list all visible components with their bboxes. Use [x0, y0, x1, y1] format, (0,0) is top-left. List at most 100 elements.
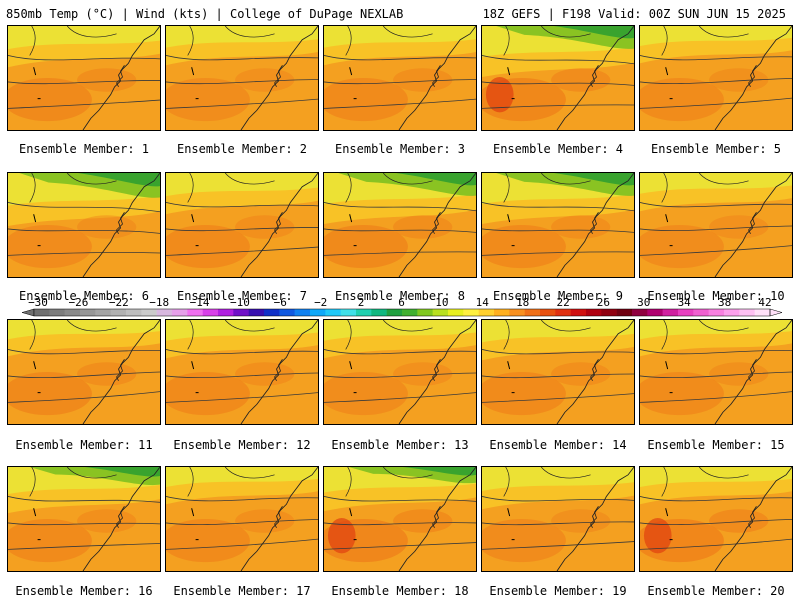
colorbar-tick-label: −18	[149, 296, 169, 309]
map-field	[482, 320, 634, 424]
ensemble-member-label: Ensemble Member: 15	[647, 438, 785, 452]
map-field	[640, 26, 792, 130]
ensemble-member-map	[7, 25, 161, 131]
colorbar-tick-label: 10	[435, 296, 448, 309]
ensemble-member-label: Ensemble Member: 1	[18, 142, 150, 156]
ensemble-member-map	[165, 319, 319, 425]
colorbar-swatch	[754, 309, 771, 316]
colorbar-tick-label: 14	[476, 296, 490, 309]
colorbar-swatch	[601, 309, 617, 316]
ensemble-member-map	[639, 172, 793, 278]
ensemble-member-map	[165, 466, 319, 572]
colorbar-tick-label: −22	[109, 296, 129, 309]
colorbar-swatch	[233, 309, 249, 316]
colorbar-tick-label: −26	[68, 296, 88, 309]
colorbar-tick-label: −10	[230, 296, 250, 309]
colorbar-swatch	[693, 309, 709, 316]
ensemble-member-label: Ensemble Member: 5	[650, 142, 782, 156]
colorbar-swatch	[141, 309, 157, 316]
colorbar-swatch	[402, 309, 418, 316]
ensemble-member-map	[481, 172, 635, 278]
colorbar-swatch	[80, 309, 96, 316]
colorbar-tick-label: 26	[597, 296, 610, 309]
colorbar-swatch	[662, 309, 679, 316]
map-field	[324, 26, 476, 130]
colorbar-swatch	[187, 309, 203, 316]
ensemble-member-map	[323, 25, 477, 131]
ensemble-member-label: Ensemble Member: 13	[331, 438, 469, 452]
ensemble-member-label: Ensemble Member: 14	[489, 438, 627, 452]
colorbar-swatch	[448, 309, 464, 316]
colorbar-tick-label: 30	[637, 296, 650, 309]
colorbar-swatch	[325, 309, 341, 316]
colorbar-swatch	[218, 309, 234, 316]
colorbar-swatch	[540, 309, 556, 316]
colorbar-swatch	[202, 309, 219, 316]
colorbar-swatch	[678, 309, 694, 316]
colorbar-swatch	[386, 309, 403, 316]
colorbar-swatch	[172, 309, 188, 316]
ensemble-member-label: Ensemble Member: 9	[492, 289, 624, 303]
temperature-colorbar: −30 −26 −22 −18 −14 −10 −6 −2 2 6 10 14 18 22 26 30 34 38…	[21, 296, 783, 317]
ensemble-member-map	[165, 172, 319, 278]
ensemble-member-map	[323, 466, 477, 572]
ensemble-member-label: Ensemble Member: 8	[334, 289, 466, 303]
map-field	[640, 467, 792, 571]
colorbar-tick-label: 34	[678, 296, 692, 309]
ensemble-member-map	[639, 319, 793, 425]
colorbar-swatch	[34, 309, 50, 316]
colorbar-tick-label: −14	[190, 296, 210, 309]
ensemble-member-map	[7, 466, 161, 572]
colorbar-swatch	[417, 309, 433, 316]
colorbar-swatch	[647, 309, 663, 316]
colorbar-swatch	[126, 309, 142, 316]
map-field	[324, 467, 476, 571]
colorbar-swatch	[95, 309, 111, 316]
colorbar-swatch	[248, 309, 265, 316]
map-field	[166, 26, 318, 130]
colorbar-swatch	[509, 309, 525, 316]
map-field	[324, 173, 476, 277]
colorbar-swatch	[340, 309, 357, 316]
colorbar-swatch	[724, 309, 740, 316]
colorbar-tick-label: 2	[358, 296, 365, 309]
colorbar-swatch	[279, 309, 295, 316]
ensemble-member-label: Ensemble Member: 20	[647, 584, 785, 598]
map-field	[482, 26, 634, 130]
colorbar-swatch	[264, 309, 280, 316]
ensemble-member-map	[481, 25, 635, 131]
map-field	[640, 173, 792, 277]
colorbar-swatch	[64, 309, 81, 316]
colorbar-swatch	[49, 309, 65, 316]
colorbar-swatch	[616, 309, 633, 316]
colorbar-tick-label: −30	[28, 296, 48, 309]
map-field	[166, 173, 318, 277]
ensemble-member-label: Ensemble Member: 12	[173, 438, 311, 452]
colorbar-swatch	[632, 309, 648, 316]
colorbar-tick-label: 38	[718, 296, 731, 309]
colorbar-swatch	[586, 309, 602, 316]
colorbar-swatch	[310, 309, 326, 316]
ensemble-member-label: Ensemble Member: 19	[489, 584, 627, 598]
ensemble-member-map	[165, 25, 319, 131]
ensemble-member-map	[639, 466, 793, 572]
colorbar-swatch	[494, 309, 510, 316]
ensemble-member-map	[323, 319, 477, 425]
colorbar-swatch	[356, 309, 372, 316]
ensemble-member-map	[639, 25, 793, 131]
ensemble-member-label: Ensemble Member: 2	[176, 142, 308, 156]
colorbar-tick-label: −2	[314, 296, 327, 309]
map-field	[166, 467, 318, 571]
ensemble-member-label: Ensemble Member: 4	[492, 142, 624, 156]
colorbar-swatch	[110, 309, 127, 316]
ensemble-member-map	[481, 319, 635, 425]
colorbar-swatch	[156, 309, 173, 316]
colorbar-swatch	[463, 309, 479, 316]
colorbar-swatch	[432, 309, 449, 316]
map-field	[166, 320, 318, 424]
colorbar-swatch	[524, 309, 541, 316]
valid-time-label: 18Z GEFS | F198 Valid: 00Z SUN JUN 15 20…	[482, 7, 786, 21]
ensemble-member-map	[7, 172, 161, 278]
ensemble-member-label: Ensemble Member: 18	[331, 584, 469, 598]
ensemble-member-label: Ensemble Member: 6	[18, 289, 150, 303]
